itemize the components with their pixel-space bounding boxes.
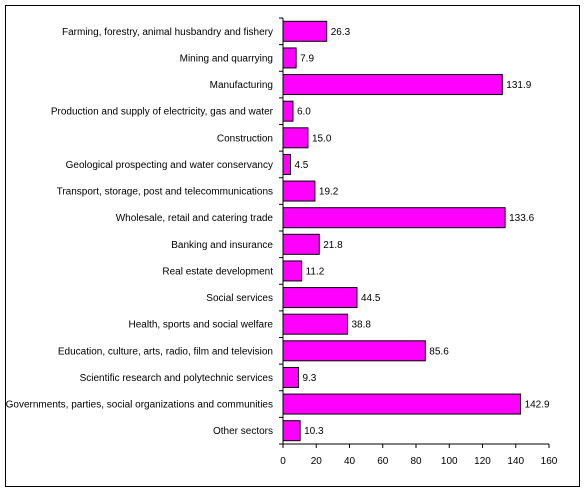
x-tick-label: 160 — [541, 456, 558, 467]
bars-group — [282, 20, 522, 442]
value-label: 15.0 — [312, 133, 332, 144]
category-label: Farming, forestry, animal husbandry and … — [62, 27, 273, 38]
value-label: 21.8 — [323, 240, 343, 251]
value-label: 4.5 — [294, 160, 308, 171]
category-label: Production and supply of electricity, ga… — [51, 107, 274, 118]
category-labels-group: Farming, forestry, animal husbandry and … — [6, 27, 274, 437]
value-label: 85.6 — [429, 346, 449, 357]
value-label: 10.3 — [304, 426, 324, 437]
x-tick-label: 140 — [507, 456, 524, 467]
bar — [282, 153, 291, 175]
value-label: 131.9 — [506, 80, 531, 91]
bar — [282, 287, 358, 309]
x-tick-label: 40 — [344, 456, 356, 467]
category-label: Other sectors — [213, 426, 273, 437]
value-label: 44.5 — [361, 293, 381, 304]
category-label: Manufacturing — [210, 80, 273, 91]
category-label: Geological prospecting and water conserv… — [66, 160, 273, 171]
x-tick-label: 0 — [280, 456, 286, 467]
bar — [282, 74, 503, 96]
category-label: Real estate development — [162, 266, 273, 277]
bar — [282, 20, 328, 42]
x-tick-label: 120 — [474, 456, 491, 467]
value-label: 9.3 — [302, 373, 316, 384]
category-label: Mining and quarrying — [180, 53, 273, 64]
bar — [282, 100, 294, 122]
category-label: Banking and insurance — [171, 240, 273, 251]
category-label: Health, sports and social welfare — [128, 320, 273, 331]
value-label: 19.2 — [319, 187, 339, 198]
x-tick-label: 60 — [377, 456, 389, 467]
bar — [282, 207, 506, 229]
bar — [282, 233, 320, 255]
bar — [282, 393, 522, 415]
bar — [282, 47, 297, 69]
value-label: 38.8 — [352, 320, 372, 331]
axis-group: 0 20 40 60 80 100 120 140 160 — [279, 17, 558, 467]
category-label: Governments, parties, social organizatio… — [6, 400, 273, 411]
bar — [282, 127, 309, 149]
value-label: 142.9 — [525, 400, 550, 411]
value-label: 11.2 — [306, 266, 325, 277]
bar — [282, 420, 301, 442]
value-label: 133.6 — [509, 213, 534, 224]
x-tick-label: 100 — [441, 456, 458, 467]
bar — [282, 340, 426, 362]
value-label: 7.9 — [300, 53, 314, 64]
value-label: 26.3 — [331, 27, 351, 38]
category-label: Social services — [206, 293, 273, 304]
value-label: 6.0 — [297, 107, 311, 118]
bar — [282, 366, 299, 388]
x-tick-label: 80 — [410, 456, 422, 467]
bar — [282, 313, 348, 335]
category-label: Transport, storage, post and telecommuni… — [57, 187, 273, 198]
x-tick-label: 20 — [311, 456, 323, 467]
value-labels-group: 26.3 7.9 131.9 6.0 15.0 4.5 19.2 133.6 21.8 11.2 4… — [294, 27, 550, 437]
category-label: Construction — [217, 133, 273, 144]
bar — [282, 260, 303, 282]
category-label: Education, culture, arts, radio, film an… — [58, 346, 273, 357]
category-label: Scientific research and polytechnic serv… — [80, 373, 273, 384]
bar — [282, 180, 316, 202]
category-label: Wholesale, retail and catering trade — [116, 213, 274, 224]
